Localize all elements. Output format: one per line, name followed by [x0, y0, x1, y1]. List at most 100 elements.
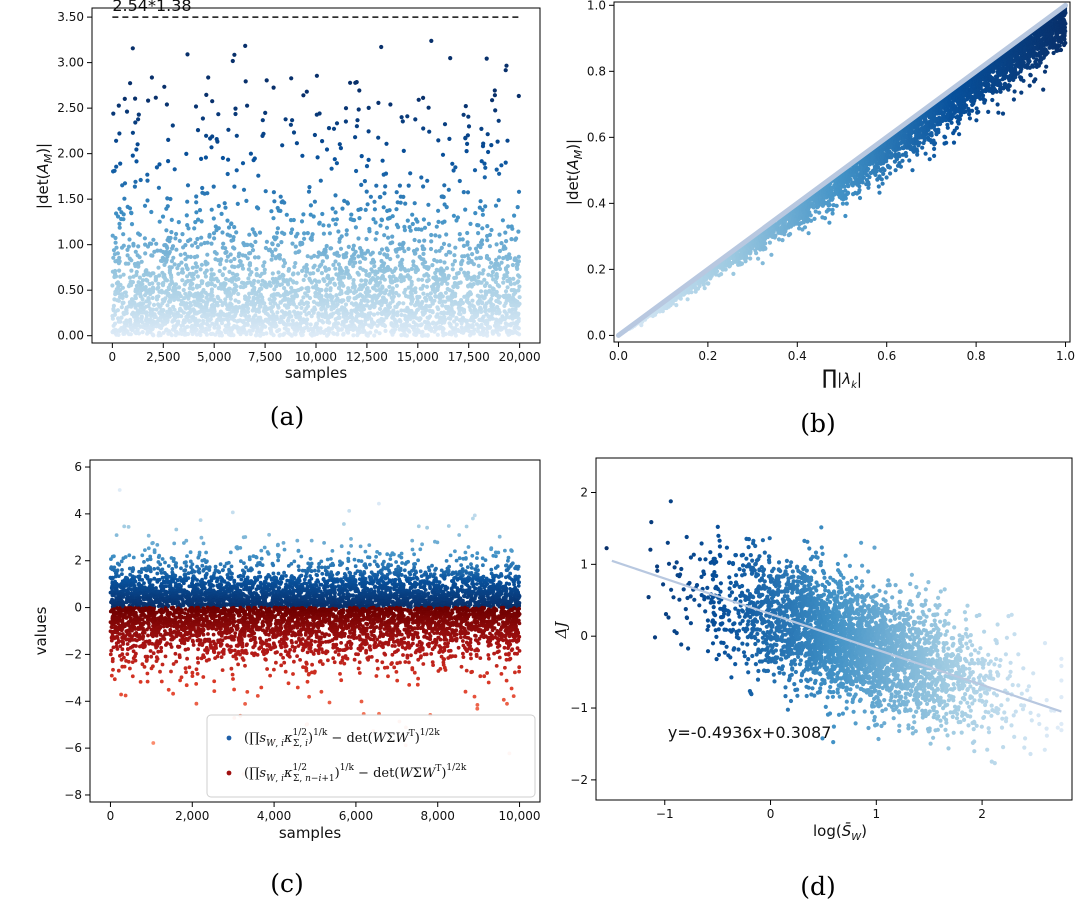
panel-a-point	[221, 281, 227, 286]
panel-a-point	[318, 326, 323, 331]
panel-a-point	[494, 289, 499, 294]
panel-a-point	[118, 161, 123, 166]
panel-a-point	[405, 305, 410, 310]
panel-a-point	[269, 257, 274, 262]
panel-a-point	[178, 327, 184, 332]
panel-a-point	[195, 254, 200, 259]
panel-a-point	[465, 297, 470, 302]
panel-a-point	[474, 256, 479, 261]
panel-a-point	[356, 236, 361, 241]
panel-a-point	[397, 318, 402, 323]
panel-a-point	[480, 238, 485, 243]
panel-a-point	[473, 246, 479, 251]
panel-a-point	[156, 302, 161, 307]
panel-a-point	[195, 291, 200, 296]
panel-a-point	[124, 293, 129, 299]
panel-a-point	[365, 202, 370, 207]
panel-a-point	[391, 294, 396, 299]
panel-a-point	[333, 320, 338, 325]
panel-a-point	[374, 300, 379, 305]
panel-a-point	[442, 183, 447, 188]
panel-a-point	[194, 200, 199, 205]
panel-a-point	[409, 266, 414, 271]
panel-a-point	[453, 275, 459, 280]
panel-a-point	[170, 244, 176, 249]
panel-a-point	[203, 259, 208, 264]
panel-a-point	[468, 282, 473, 287]
panel-a-point	[135, 253, 140, 258]
panel-a-point	[383, 171, 389, 176]
panel-a-point	[354, 124, 359, 129]
panel-a-point	[263, 304, 268, 309]
panel-a-point	[394, 283, 399, 288]
panel-a-point	[402, 331, 407, 336]
panel-a-point	[439, 266, 444, 271]
panel-a-point	[167, 265, 172, 270]
panel-a-point	[164, 249, 169, 254]
panel-a-point	[120, 300, 125, 305]
panel-a-point	[469, 303, 475, 308]
panel-a-point	[425, 178, 430, 183]
panel-a-point	[277, 256, 282, 261]
panel-a-point	[114, 211, 119, 216]
panel-a-point	[416, 97, 421, 102]
panel-a-point	[408, 228, 413, 233]
panel-a-point	[353, 289, 358, 294]
panel-a-point	[127, 300, 132, 305]
panel-a-point	[222, 201, 227, 206]
panel-a-point	[452, 259, 457, 264]
panel-a-point	[261, 263, 266, 268]
panel-a-point	[289, 285, 294, 290]
panel-a-point	[253, 239, 258, 244]
panel-a-point	[165, 204, 170, 209]
panel-a-point	[432, 298, 437, 303]
panel-a-point	[219, 211, 224, 216]
panel-a-point	[169, 230, 174, 235]
panel-a-point	[405, 218, 410, 223]
panel-b-point	[788, 231, 793, 237]
panel-a-point	[349, 212, 354, 217]
panel-a-point	[187, 271, 192, 276]
panel-a-point	[134, 159, 139, 164]
panel-a-point	[449, 302, 454, 307]
panel-a-point	[182, 318, 187, 323]
panel-a-point	[129, 210, 134, 215]
panel-a-point	[156, 265, 161, 270]
panel-a-point	[226, 157, 231, 162]
panel-a-point	[165, 303, 170, 308]
panel-a-point	[324, 147, 330, 152]
panel-a-point	[429, 38, 434, 44]
panel-a-xtick-label: 15,000	[397, 350, 439, 364]
panel-a-point	[486, 149, 491, 155]
panel-a-point	[459, 298, 464, 303]
panel-a-point	[188, 237, 193, 242]
panel-a-point	[373, 269, 378, 274]
panel-a-point	[304, 262, 309, 268]
panel-a-point	[453, 165, 458, 170]
panel-a-point	[224, 249, 229, 255]
panel-a-point	[477, 317, 482, 322]
panel-a-point	[134, 283, 139, 288]
panel-a-point	[279, 309, 285, 314]
panel-a-point	[442, 260, 447, 265]
panel-a-point	[200, 185, 205, 191]
panel-a-point	[458, 267, 464, 272]
panel-a-point	[296, 271, 301, 276]
panel-a-point	[319, 293, 324, 299]
panel-a-point	[299, 219, 305, 224]
panel-a-point	[408, 171, 413, 176]
panel-a-point	[231, 245, 236, 250]
panel-a-point	[426, 202, 431, 207]
panel-a-point	[287, 322, 292, 327]
panel-a-point	[497, 255, 502, 260]
panel-a-point	[516, 93, 521, 99]
panel-a-point	[317, 290, 322, 296]
panel-a-point	[421, 283, 426, 288]
panel-a-point	[195, 245, 200, 250]
panel-a-point	[307, 185, 312, 190]
panel-a-point	[433, 233, 438, 238]
panel-a-point	[299, 286, 304, 291]
panel-a-point	[414, 217, 419, 222]
panel-a-point	[465, 253, 470, 258]
panel-a-point	[421, 291, 426, 296]
